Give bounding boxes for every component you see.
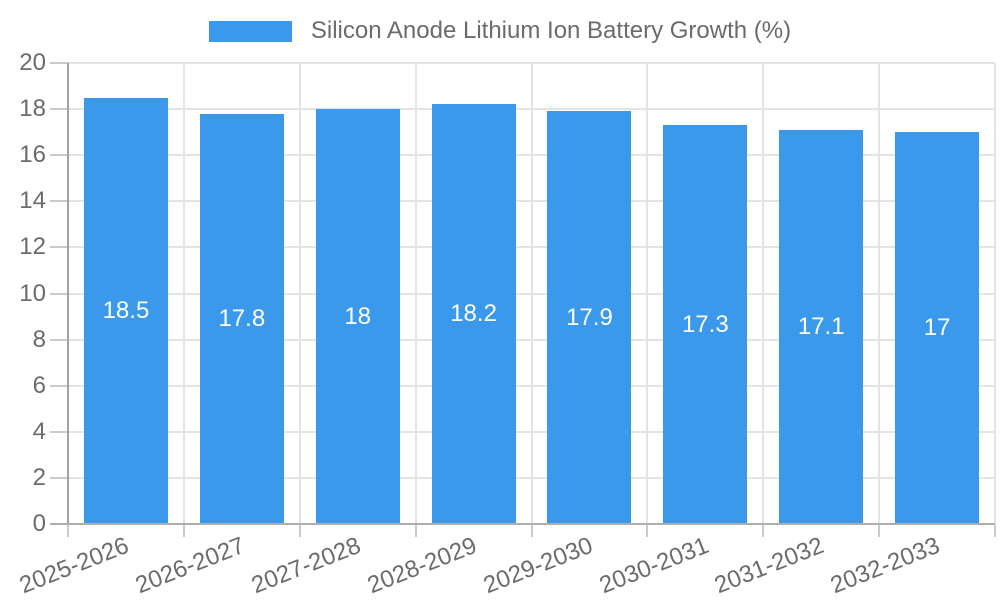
bar[interactable]: 17.1 xyxy=(779,129,864,524)
y-tick-label: 8 xyxy=(32,325,46,353)
x-tick-mark xyxy=(182,525,185,537)
gridline-horizontal xyxy=(68,108,995,111)
bar-value-label: 17.9 xyxy=(566,303,613,331)
bar-value-label: 17.1 xyxy=(797,312,845,340)
x-tick-label: 2031-2032 xyxy=(711,531,828,600)
y-tick-mark xyxy=(50,200,68,203)
bar[interactable]: 17.8 xyxy=(199,113,284,524)
gridline-vertical xyxy=(646,63,649,524)
x-tick-mark xyxy=(298,525,301,537)
y-tick-mark xyxy=(50,338,68,341)
y-tick-mark xyxy=(50,476,68,479)
x-tick-mark xyxy=(414,525,417,537)
bar[interactable]: 17.3 xyxy=(663,125,748,524)
gridline-vertical xyxy=(414,63,417,524)
y-tick-label: 14 xyxy=(19,187,46,215)
bar[interactable]: 18.2 xyxy=(431,104,516,524)
x-tick-mark xyxy=(878,525,881,537)
y-tick-mark xyxy=(50,523,68,525)
y-tick-label: 0 xyxy=(32,510,46,537)
bar[interactable]: 17 xyxy=(895,132,980,524)
y-tick-mark xyxy=(50,292,68,295)
y-tick-mark xyxy=(50,384,68,387)
y-tick-mark xyxy=(50,108,68,111)
legend-swatch-icon xyxy=(208,20,292,42)
y-axis-line xyxy=(67,63,69,524)
y-tick-label: 12 xyxy=(19,233,46,261)
y-tick-mark xyxy=(50,62,68,64)
y-tick-mark xyxy=(50,430,68,433)
gridline-horizontal xyxy=(68,62,995,64)
x-tick-label: 2030-2031 xyxy=(595,531,713,600)
gridline-vertical xyxy=(298,63,301,524)
gridline-vertical xyxy=(994,63,996,524)
y-tick-mark xyxy=(50,154,68,157)
legend-item[interactable]: Silicon Anode Lithium Ion Battery Growth… xyxy=(208,17,792,45)
gridline-vertical xyxy=(530,63,533,524)
x-tick-mark xyxy=(762,525,765,537)
gridline-vertical xyxy=(182,63,185,524)
bar-value-label: 18 xyxy=(344,302,372,330)
y-tick-label: 18 xyxy=(19,95,46,123)
bar-value-label: 18.2 xyxy=(450,300,497,328)
x-tick-label: 2027-2028 xyxy=(247,531,365,600)
x-tick-mark xyxy=(67,525,69,537)
y-tick-label: 10 xyxy=(19,279,46,307)
y-tick-label: 4 xyxy=(32,417,46,445)
x-tick-label: 2029-2030 xyxy=(479,531,597,600)
bar[interactable]: 18 xyxy=(315,109,400,524)
bar[interactable]: 18.5 xyxy=(83,97,168,524)
plot-area: 18.5 17.8 18 18.2 17.9 17.3 17.1 17 0 2 4 6 8 10 12 14… xyxy=(16,49,996,599)
bar-value-label: 17.3 xyxy=(681,310,729,338)
bar[interactable]: 17.9 xyxy=(547,111,632,524)
bar-value-label: 17 xyxy=(923,314,951,342)
y-tick-label: 6 xyxy=(32,371,46,399)
legend-label: Silicon Anode Lithium Ion Battery Growth… xyxy=(310,17,792,44)
x-tick-mark xyxy=(530,525,533,537)
x-tick-label: 2028-2029 xyxy=(363,531,481,600)
x-tick-mark xyxy=(646,525,649,537)
gridline-vertical xyxy=(878,63,881,524)
x-tick-label: 2026-2027 xyxy=(131,531,249,600)
x-tick-label: 2032-2033 xyxy=(827,531,944,600)
y-tick-mark xyxy=(50,246,68,249)
bar-value-label: 17.8 xyxy=(218,304,266,332)
x-tick-label: 2025-2026 xyxy=(16,531,133,600)
y-tick-label: 16 xyxy=(19,141,46,169)
gridline-vertical xyxy=(762,63,765,524)
y-tick-label: 20 xyxy=(19,49,46,76)
legend: Silicon Anode Lithium Ion Battery Growth… xyxy=(0,0,1000,56)
bar-value-label: 18.5 xyxy=(102,296,150,324)
x-tick-mark xyxy=(994,525,996,537)
y-tick-label: 2 xyxy=(32,463,46,491)
